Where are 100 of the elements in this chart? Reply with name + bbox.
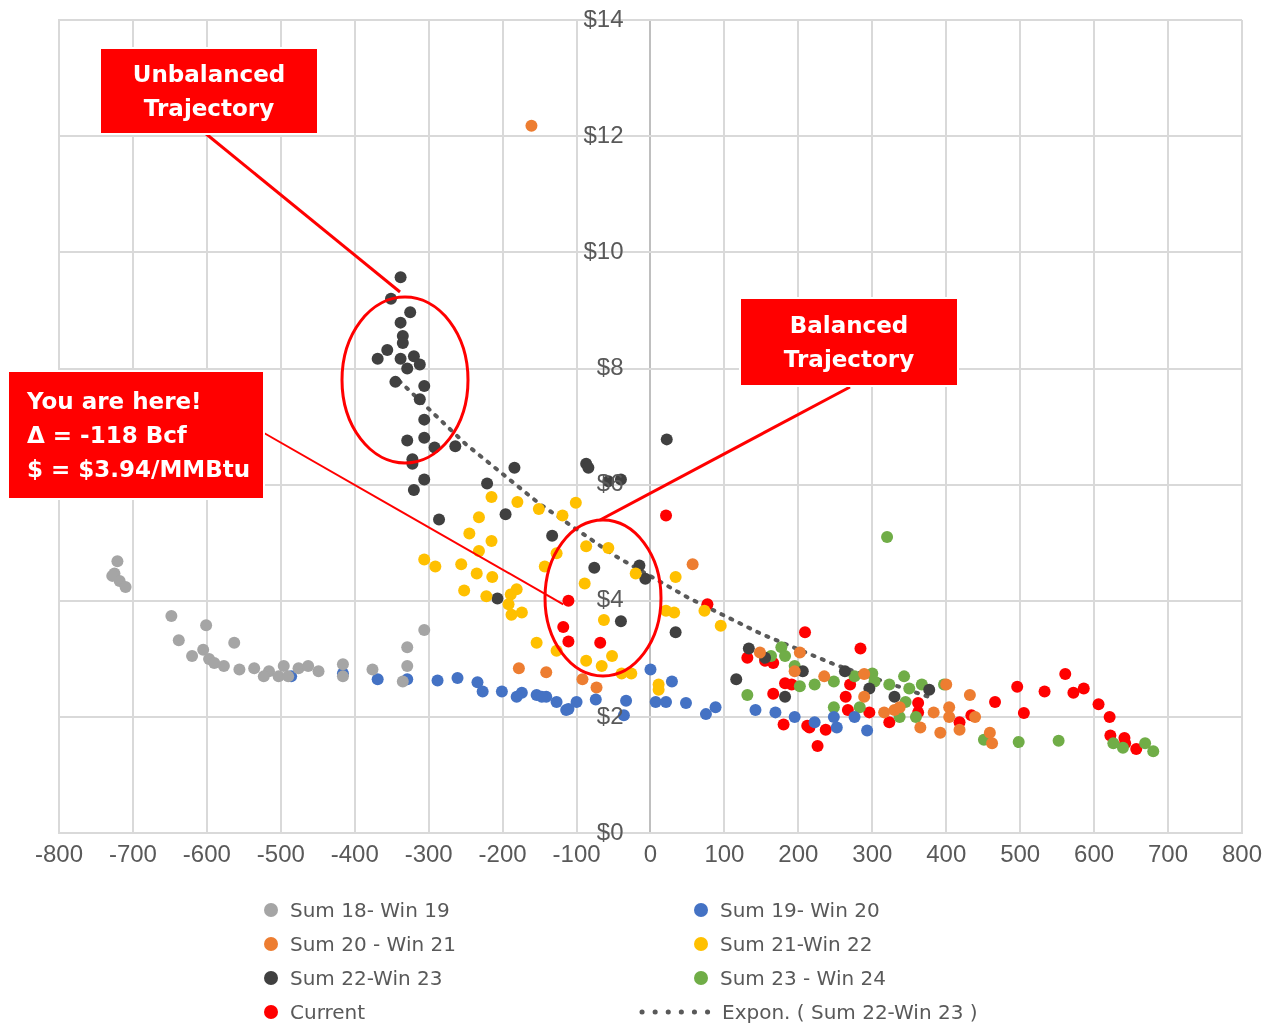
- point: [620, 694, 633, 707]
- point: [969, 711, 982, 724]
- point: [570, 695, 583, 708]
- point: [208, 657, 221, 670]
- point: [838, 665, 851, 678]
- point: [1103, 711, 1116, 724]
- point: [923, 683, 936, 696]
- point: [788, 665, 801, 678]
- legend-label: Expon. ( Sum 22-Win 23 ): [722, 1000, 978, 1024]
- x-tick-label: 400: [926, 840, 967, 868]
- point: [580, 540, 593, 553]
- point: [649, 695, 662, 708]
- point: [699, 708, 712, 721]
- x-tick-label: -800: [34, 840, 84, 868]
- point: [580, 654, 593, 667]
- point: [394, 316, 407, 329]
- point: [394, 352, 407, 365]
- point: [660, 509, 673, 522]
- point: [595, 659, 608, 672]
- x-tick-label: 0: [643, 840, 658, 868]
- point: [914, 721, 927, 734]
- point: [669, 626, 682, 639]
- point: [983, 726, 996, 739]
- point: [481, 477, 494, 490]
- point: [510, 583, 523, 596]
- point: [1092, 698, 1105, 711]
- point: [578, 577, 591, 590]
- point: [827, 675, 840, 688]
- point: [389, 375, 402, 388]
- point: [679, 697, 692, 710]
- point: [818, 670, 831, 683]
- x-tick-label: 700: [1148, 840, 1189, 868]
- point: [512, 662, 525, 675]
- point: [793, 680, 806, 693]
- point: [165, 609, 178, 622]
- point: [793, 646, 806, 659]
- point: [404, 306, 417, 319]
- point: [491, 592, 504, 605]
- point: [562, 635, 575, 648]
- point: [660, 695, 673, 708]
- x-tick-label: 300: [852, 840, 893, 868]
- point: [668, 606, 681, 619]
- point: [660, 433, 673, 446]
- legend-label: Sum 19- Win 20: [720, 898, 880, 922]
- x-tick-label: 200: [778, 840, 819, 868]
- point: [881, 530, 894, 543]
- point: [606, 650, 619, 663]
- point: [111, 555, 124, 568]
- point: [576, 673, 589, 686]
- point: [883, 678, 896, 691]
- point: [808, 678, 821, 691]
- point: [233, 663, 246, 676]
- point: [418, 473, 431, 486]
- point: [1012, 736, 1025, 749]
- point: [486, 571, 499, 584]
- point: [1077, 682, 1090, 695]
- point: [709, 701, 722, 714]
- point: [589, 693, 602, 706]
- point: [197, 643, 210, 656]
- point: [1147, 745, 1160, 758]
- point: [557, 621, 570, 633]
- point: [1139, 737, 1152, 750]
- point: [927, 706, 940, 719]
- x-tick-label: 500: [1000, 840, 1041, 868]
- point: [228, 636, 241, 649]
- point: [858, 690, 871, 703]
- point: [841, 704, 854, 717]
- point: [594, 636, 607, 649]
- x-tick-label: -300: [404, 840, 453, 868]
- point: [499, 508, 512, 521]
- point: [861, 724, 874, 737]
- point: [336, 658, 349, 671]
- point: [525, 119, 538, 132]
- point: [200, 619, 213, 632]
- point: [413, 393, 426, 406]
- legend-label: Sum 22-Win 23: [290, 966, 443, 990]
- point: [1067, 686, 1080, 699]
- point: [614, 615, 627, 628]
- point: [883, 716, 896, 729]
- point: [515, 606, 528, 619]
- y-tick-label: $14: [583, 4, 624, 32]
- point: [1052, 734, 1065, 747]
- point: [431, 674, 444, 687]
- point: [686, 558, 699, 571]
- legend-label: Current: [290, 1000, 366, 1024]
- point: [893, 701, 906, 714]
- point: [811, 740, 824, 753]
- point: [769, 706, 782, 719]
- point: [530, 636, 543, 649]
- point: [1017, 706, 1030, 719]
- point: [418, 413, 431, 426]
- point: [471, 676, 484, 689]
- point: [472, 511, 485, 524]
- point: [371, 673, 384, 686]
- point: [381, 343, 394, 356]
- point: [511, 496, 524, 509]
- point: [943, 711, 956, 724]
- point: [753, 646, 766, 659]
- point: [853, 701, 866, 714]
- point: [556, 509, 569, 522]
